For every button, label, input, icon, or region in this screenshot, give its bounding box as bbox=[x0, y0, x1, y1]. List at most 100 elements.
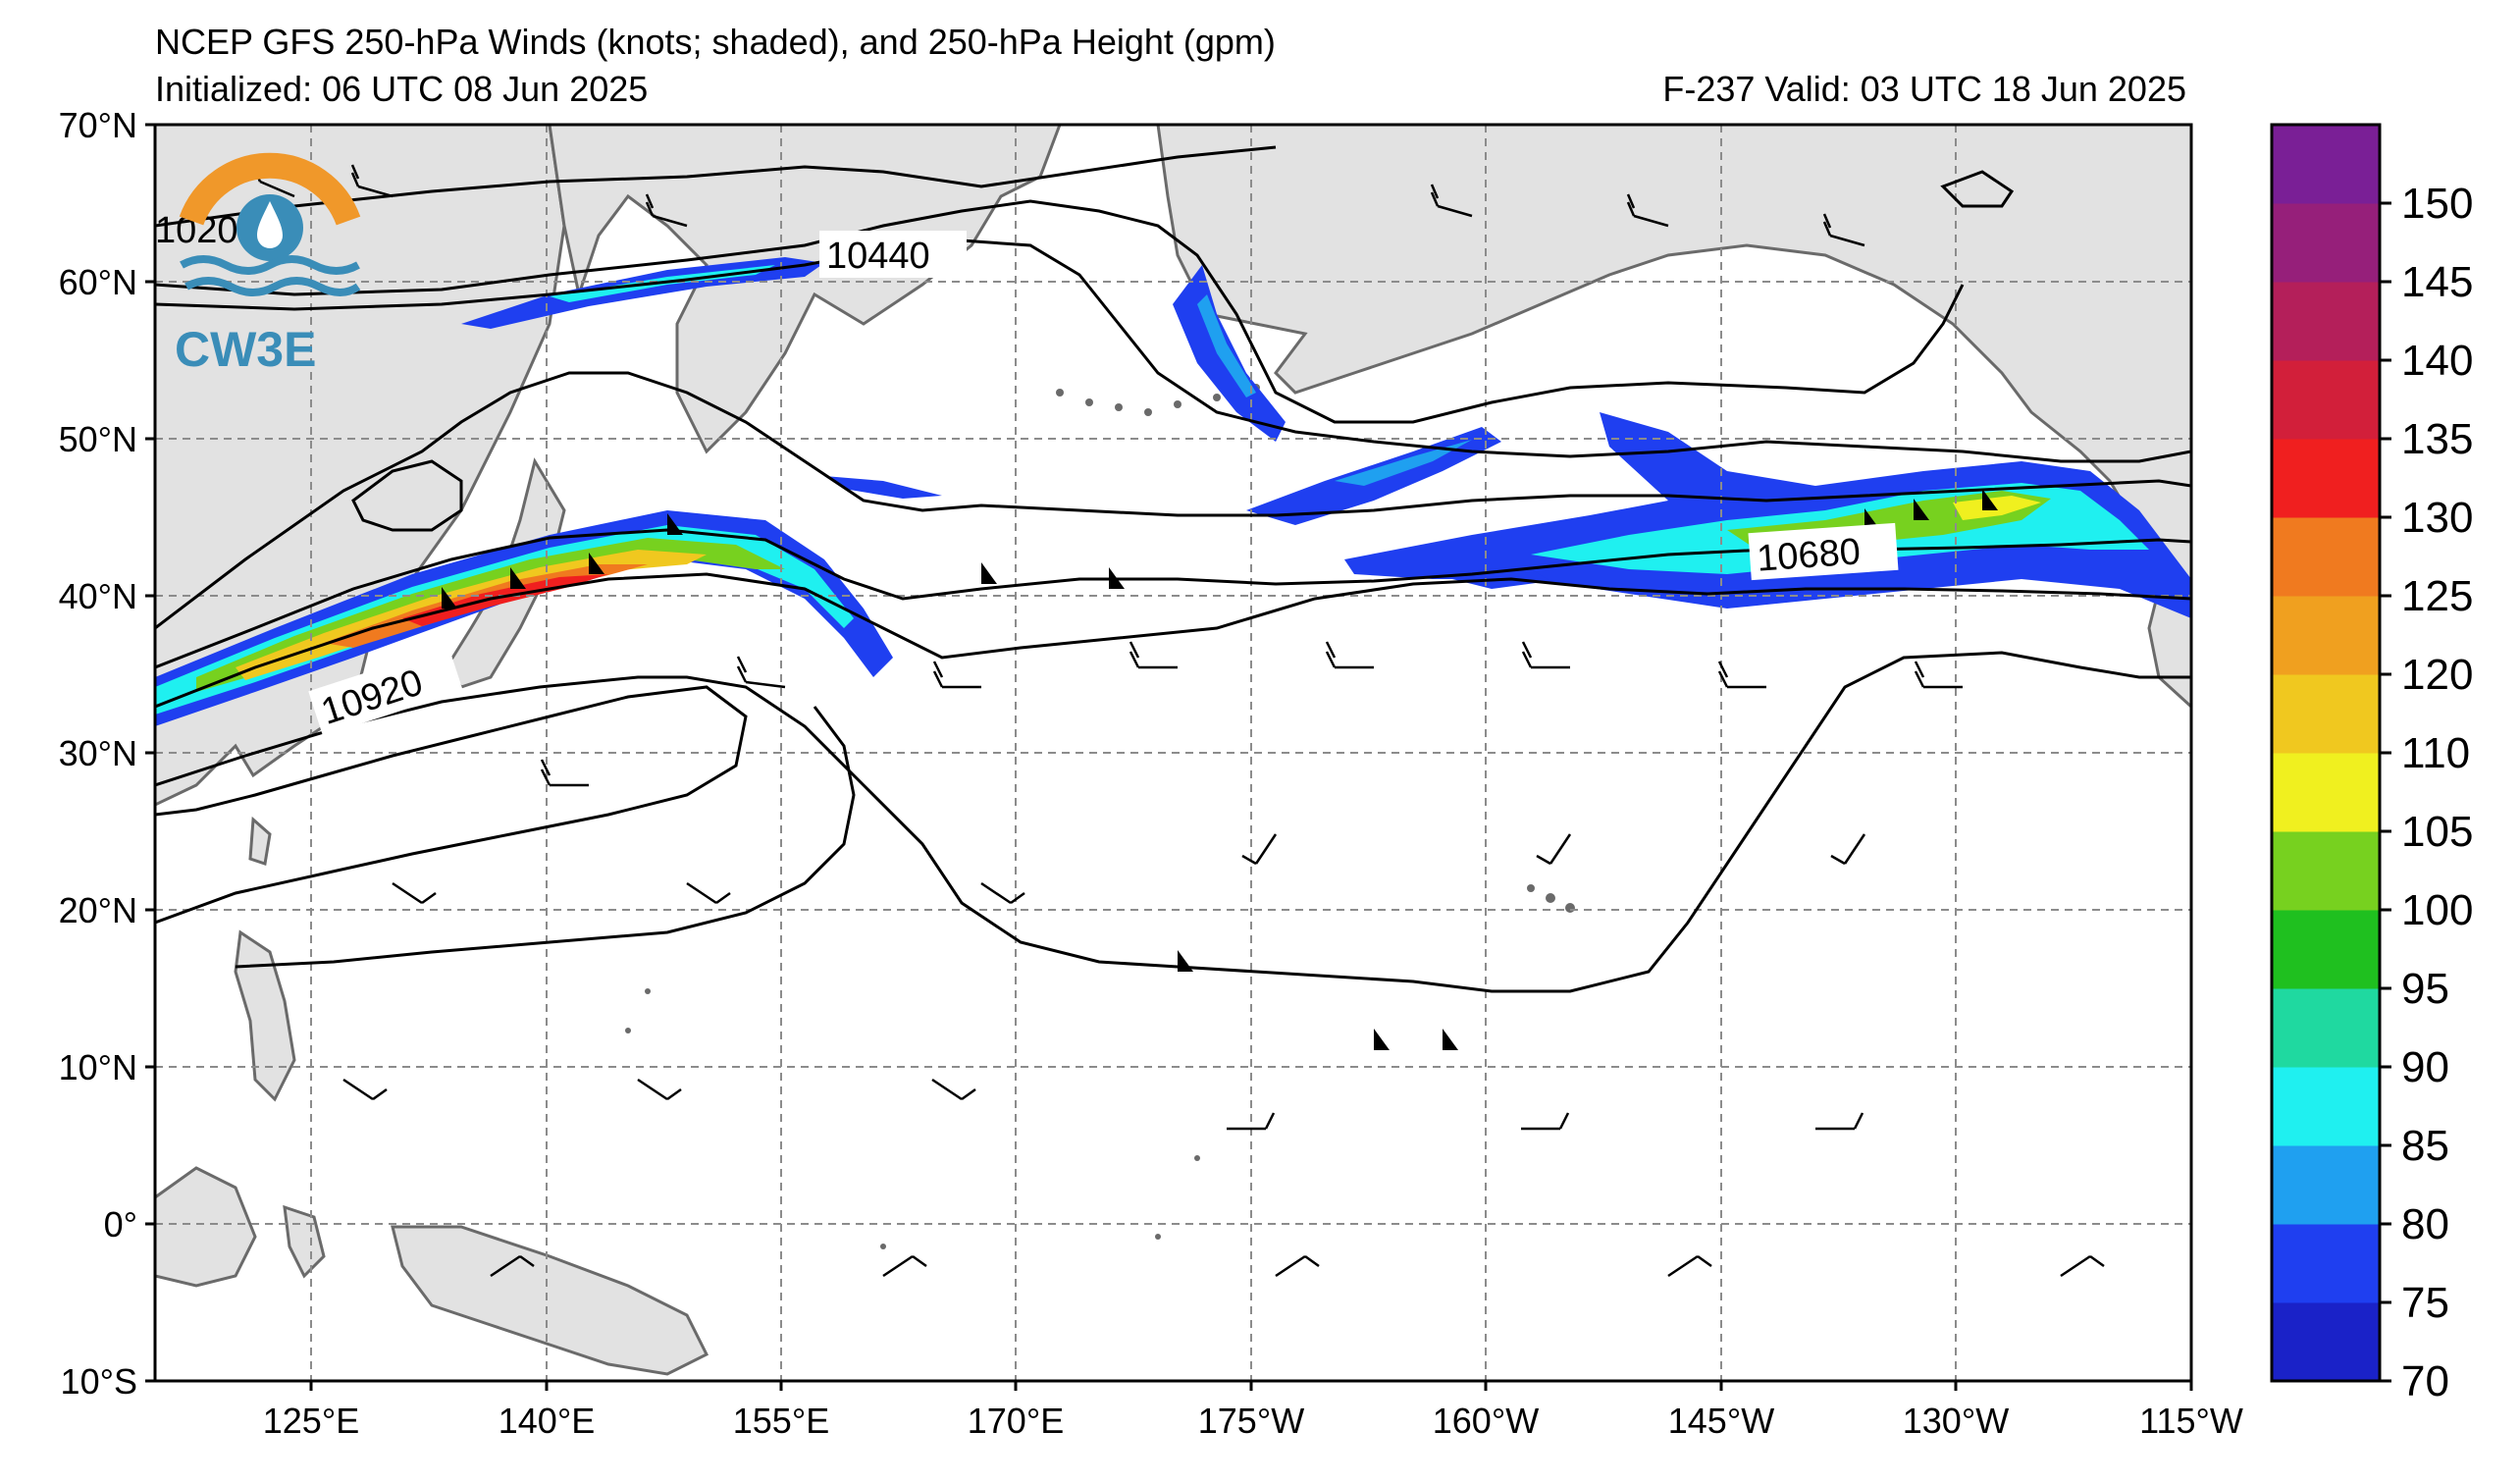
land-new-guinea bbox=[391, 1225, 709, 1376]
colorbar: 70 75 80 85 90 95 100 105 110 120 125 130 135 140 145 1… bbox=[2270, 123, 2473, 1405]
land-taiwan bbox=[248, 816, 272, 866]
colorbar-label: 85 bbox=[2401, 1122, 2449, 1170]
land-borneo bbox=[155, 1166, 257, 1288]
colorbar-label: 150 bbox=[2401, 180, 2473, 228]
lon-label: 170°E bbox=[968, 1401, 1064, 1441]
wind-flag bbox=[1914, 499, 1929, 520]
wind-flag bbox=[1374, 1029, 1390, 1050]
colorbar-label: 140 bbox=[2401, 337, 2473, 385]
lat-label: 0° bbox=[104, 1204, 137, 1245]
wind-barb bbox=[637, 1078, 682, 1101]
colorbar-label: 125 bbox=[2401, 572, 2473, 620]
colorbar-swatch bbox=[2272, 910, 2380, 989]
initialized-time: Initialized: 06 UTC 08 Jun 2025 bbox=[155, 69, 649, 109]
wind-barb bbox=[980, 881, 1025, 905]
colorbar-swatch bbox=[2272, 831, 2380, 911]
wind-flag bbox=[1443, 1029, 1458, 1050]
contour-10320 bbox=[155, 199, 1965, 424]
wind-barb bbox=[342, 1078, 388, 1101]
colorbar-label: 120 bbox=[2401, 651, 2473, 699]
contour-closed-high bbox=[1940, 170, 2015, 208]
wind-barb bbox=[490, 1254, 535, 1278]
lon-axis: 125°E 140°E 155°E 170°E 175°W 160°W 145°… bbox=[263, 1381, 2243, 1441]
logo-text: CW3E bbox=[175, 322, 316, 377]
wind-barb bbox=[1430, 184, 1473, 218]
colorbar-swatch bbox=[2272, 1067, 2380, 1146]
wind-barb bbox=[1667, 1254, 1712, 1278]
jet-wedge-small bbox=[824, 476, 942, 499]
wind-barb bbox=[2060, 1254, 2105, 1278]
contour-closed-low bbox=[351, 459, 463, 532]
map-title: NCEP GFS 250-hPa Winds (knots; shaded), … bbox=[155, 22, 1276, 62]
svg-text:10680: 10680 bbox=[1756, 531, 1862, 579]
lon-label: 130°W bbox=[1903, 1401, 2009, 1441]
wind-barb bbox=[1275, 1254, 1320, 1278]
lat-label: 10°N bbox=[59, 1047, 137, 1087]
lon-label: 175°W bbox=[1198, 1401, 1304, 1441]
lat-label: 60°N bbox=[59, 262, 137, 302]
wind-barb bbox=[1241, 833, 1278, 866]
colorbar-label: 90 bbox=[2401, 1043, 2449, 1091]
colorbar-swatch bbox=[2272, 674, 2380, 754]
logo-wave bbox=[180, 255, 360, 275]
logo-wave bbox=[184, 277, 361, 296]
colorbar-swatch bbox=[2272, 439, 2380, 518]
colorbar-label: 105 bbox=[2401, 808, 2473, 856]
contour-10560 bbox=[155, 371, 2191, 630]
colorbar-swatch bbox=[2272, 596, 2380, 675]
jet-west-yellow bbox=[236, 550, 707, 680]
colorbar-label: 145 bbox=[2401, 258, 2473, 306]
wind-barb bbox=[1830, 833, 1866, 866]
contour-label-10440: 10440 bbox=[819, 231, 967, 278]
contour-label-10680: 10680 bbox=[1748, 522, 1899, 581]
wind-flag bbox=[589, 553, 604, 574]
lat-label: 20°N bbox=[59, 890, 137, 930]
wind-barb bbox=[932, 661, 981, 689]
contour-subtropical-loop bbox=[235, 706, 856, 969]
wind-barb bbox=[882, 1254, 927, 1278]
lat-label: 70°N bbox=[59, 105, 137, 145]
wind-barb bbox=[1822, 213, 1865, 247]
wind-barb bbox=[1521, 1112, 1570, 1131]
wind-barb bbox=[1717, 661, 1766, 689]
svg-text:10440: 10440 bbox=[826, 236, 930, 277]
colorbar-label: 75 bbox=[2401, 1279, 2449, 1327]
wind-flag bbox=[1178, 950, 1193, 972]
wind-flag bbox=[1982, 489, 1998, 510]
colorbar-label: 110 bbox=[2401, 729, 2470, 777]
land-kamchatka bbox=[548, 125, 1062, 454]
jet-gulf-north-inner bbox=[1197, 294, 1256, 397]
lon-label: 160°W bbox=[1433, 1401, 1539, 1441]
colorbar-swatch bbox=[2272, 1224, 2380, 1303]
drop-icon bbox=[257, 201, 283, 248]
colorbar-swatch bbox=[2272, 1145, 2380, 1225]
colorbar-swatch bbox=[2272, 125, 2380, 204]
wind-barb bbox=[1129, 641, 1178, 669]
colorbar-label: 95 bbox=[2401, 965, 2449, 1013]
colorbar-label: 100 bbox=[2401, 886, 2473, 934]
graticule bbox=[155, 125, 2191, 1381]
contour-10800 bbox=[155, 572, 2191, 709]
lon-label: 145°W bbox=[1668, 1401, 1774, 1441]
jet-central-inner bbox=[1335, 440, 1472, 486]
lon-label: 115°W bbox=[2139, 1401, 2243, 1441]
colorbar-label: 130 bbox=[2401, 494, 2473, 542]
wind-barb bbox=[1815, 1112, 1864, 1131]
contour-10680 bbox=[155, 528, 2191, 669]
jet-west-green bbox=[196, 538, 785, 692]
colorbar-swatch bbox=[2272, 517, 2380, 597]
colorbar-swatch bbox=[2272, 282, 2380, 361]
wind-barb bbox=[1227, 1112, 1276, 1131]
wind-barb bbox=[350, 164, 394, 198]
wind-barb bbox=[392, 881, 437, 905]
wind-barb bbox=[736, 656, 786, 689]
colorbar-swatch bbox=[2272, 753, 2380, 832]
jet-east-yellow bbox=[1953, 496, 2041, 520]
wind-flag bbox=[510, 567, 526, 589]
wind-flag bbox=[667, 513, 683, 535]
lat-label: 30°N bbox=[59, 733, 137, 773]
lon-label: 155°E bbox=[733, 1401, 829, 1441]
lon-label: 125°E bbox=[263, 1401, 359, 1441]
jet-west-cyan bbox=[155, 525, 854, 715]
